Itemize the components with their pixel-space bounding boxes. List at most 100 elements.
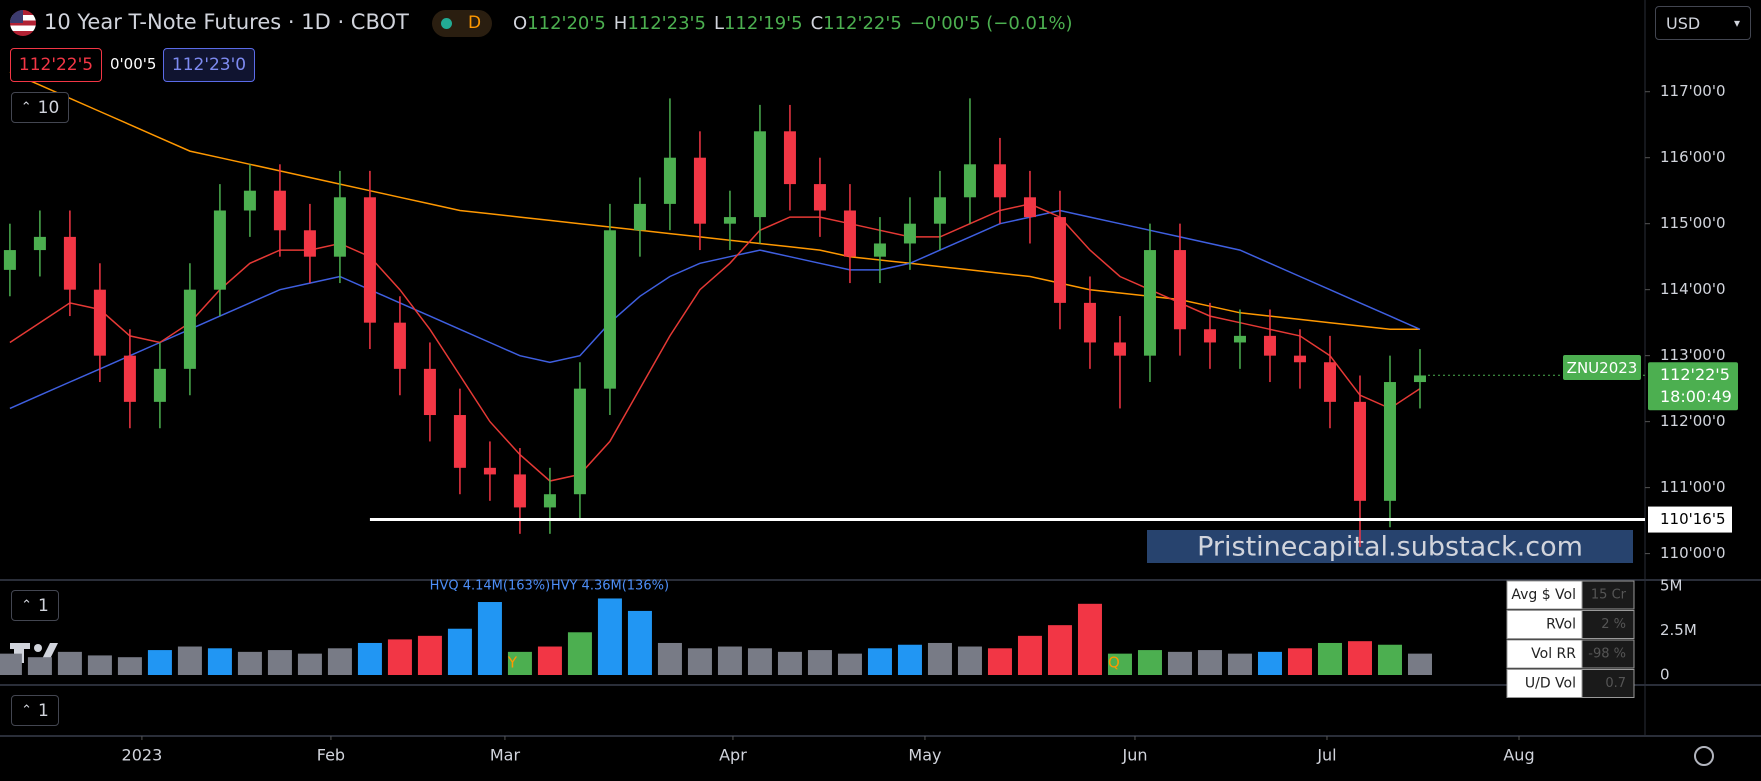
ohlc-key: H: [613, 13, 628, 34]
x-tick-label: Feb: [317, 746, 345, 765]
pane-collapse[interactable]: ⌃ 1: [11, 590, 59, 621]
volume-bar: [387, 639, 412, 675]
volume-bar: [447, 628, 472, 675]
volume-bar: [507, 651, 532, 675]
candle-body: [93, 289, 106, 356]
candle-body: [783, 131, 796, 185]
candle-body: [513, 474, 526, 508]
x-tick-label: Jun: [1121, 746, 1147, 765]
volume-bar: [717, 646, 742, 675]
sell-button[interactable]: 112'22'5: [10, 48, 102, 82]
volume-bar: [1047, 625, 1072, 675]
volume-bar: [357, 642, 382, 675]
volume-bar: [27, 657, 52, 675]
volume-bar: [837, 653, 862, 675]
ohlc-legend: O112'20'5 H112'23'5 L112'19'5 C112'22'5 −0'0…: [513, 13, 1073, 34]
symbol-title: 10 Year T-Note Futures · 1D · CBOT: [44, 10, 409, 34]
table-value: -98 %: [1588, 647, 1626, 662]
chevron: ⌃: [20, 100, 32, 115]
volume-bar: [987, 648, 1012, 675]
candle-body: [573, 388, 586, 495]
candle-body: [363, 197, 376, 323]
candle-body: [1383, 382, 1396, 501]
volume-bar: [1017, 635, 1042, 675]
table-cell: [1506, 639, 1583, 669]
y-tick-label: 116'00'0: [1660, 148, 1726, 166]
candle-body: [1413, 375, 1426, 383]
chevron: ⌃: [21, 703, 33, 718]
volume-bar: [567, 632, 592, 675]
candle-body: [63, 236, 76, 290]
ohlc-change: −0'00'5 (−0.01%): [909, 13, 1073, 34]
table-label: RVol: [1546, 617, 1576, 633]
table-label: Avg $ Vol: [1511, 587, 1576, 603]
candle-body: [963, 164, 976, 198]
buy-button[interactable]: 112'23'0: [163, 48, 255, 82]
volume-bar: [177, 646, 202, 675]
volume-tick-label: 5M: [1660, 577, 1683, 595]
pane-collapse[interactable]: ⌃ 1: [11, 695, 59, 726]
candle-body: [483, 467, 496, 475]
volume-bar: [957, 646, 982, 675]
pane-count: 1: [38, 595, 49, 616]
status-pill: D: [432, 10, 492, 37]
market-dot: [441, 18, 452, 29]
volume-tick-label: 0: [1660, 666, 1670, 684]
volume-bar: [267, 650, 292, 675]
settings-icon[interactable]: [1694, 746, 1714, 766]
candle-body: [393, 322, 406, 369]
table-value: 2 %: [1601, 617, 1626, 632]
volume-bar: [1137, 650, 1162, 675]
volume-bar: [1257, 651, 1282, 675]
ohlc-key: L: [713, 13, 724, 34]
x-tick-label: 2023: [122, 746, 163, 765]
volume-bar: [477, 602, 502, 675]
x-tick-label: Mar: [490, 746, 521, 765]
volume-bar: [1407, 653, 1432, 675]
ohlc-value: 112'20'5: [527, 13, 606, 34]
volume-bar: [207, 648, 232, 675]
candle-body: [123, 355, 136, 402]
candle-body: [1143, 250, 1156, 356]
candle-body: [543, 494, 556, 508]
pane-collapse[interactable]: ⌃ 10: [11, 92, 69, 123]
level-label-box: [1648, 506, 1732, 533]
ohlc-value: 112'23'5: [627, 13, 706, 34]
level-label: 110'16'5: [1660, 510, 1726, 528]
candle-body: [1083, 302, 1096, 343]
volume-bar: [627, 610, 652, 675]
candle-body: [333, 197, 346, 257]
volume-bar: [1197, 650, 1222, 675]
volume-bar: [0, 653, 22, 675]
candle-body: [603, 230, 616, 389]
ohlc-value: 112'19'5: [723, 13, 803, 34]
symbol-badge: ZNU2023: [1563, 355, 1641, 380]
x-tick-label: Jul: [1316, 746, 1336, 765]
candle-body: [873, 243, 886, 257]
volume-bar: [537, 646, 562, 675]
candle-body: [753, 131, 766, 218]
volume-bar: [597, 598, 622, 675]
volume-bar: [1377, 644, 1402, 675]
volume-marker: Q: [1108, 654, 1120, 672]
volume-bar: [1107, 653, 1132, 675]
volume-bar: [1317, 642, 1342, 675]
volume-bar: [327, 648, 352, 675]
candle-body: [1353, 401, 1366, 501]
candle-body: [1203, 329, 1216, 343]
currency: USD: [1666, 13, 1701, 33]
y-tick-label: 115'00'0: [1660, 214, 1726, 232]
currency-select[interactable]: USD ▾: [1655, 6, 1751, 40]
y-tick-label: 110'00'0: [1660, 544, 1726, 562]
volume-bar: [1167, 651, 1192, 675]
candle-body: [693, 157, 706, 224]
candle-body: [183, 289, 196, 369]
candle-body: [303, 230, 316, 257]
table-cell: [1581, 639, 1635, 669]
volume-bar: [897, 644, 922, 675]
table-cell: [1506, 610, 1583, 639]
candle-body: [843, 210, 856, 257]
candle-body: [1323, 362, 1336, 402]
candle-body: [1173, 250, 1186, 330]
